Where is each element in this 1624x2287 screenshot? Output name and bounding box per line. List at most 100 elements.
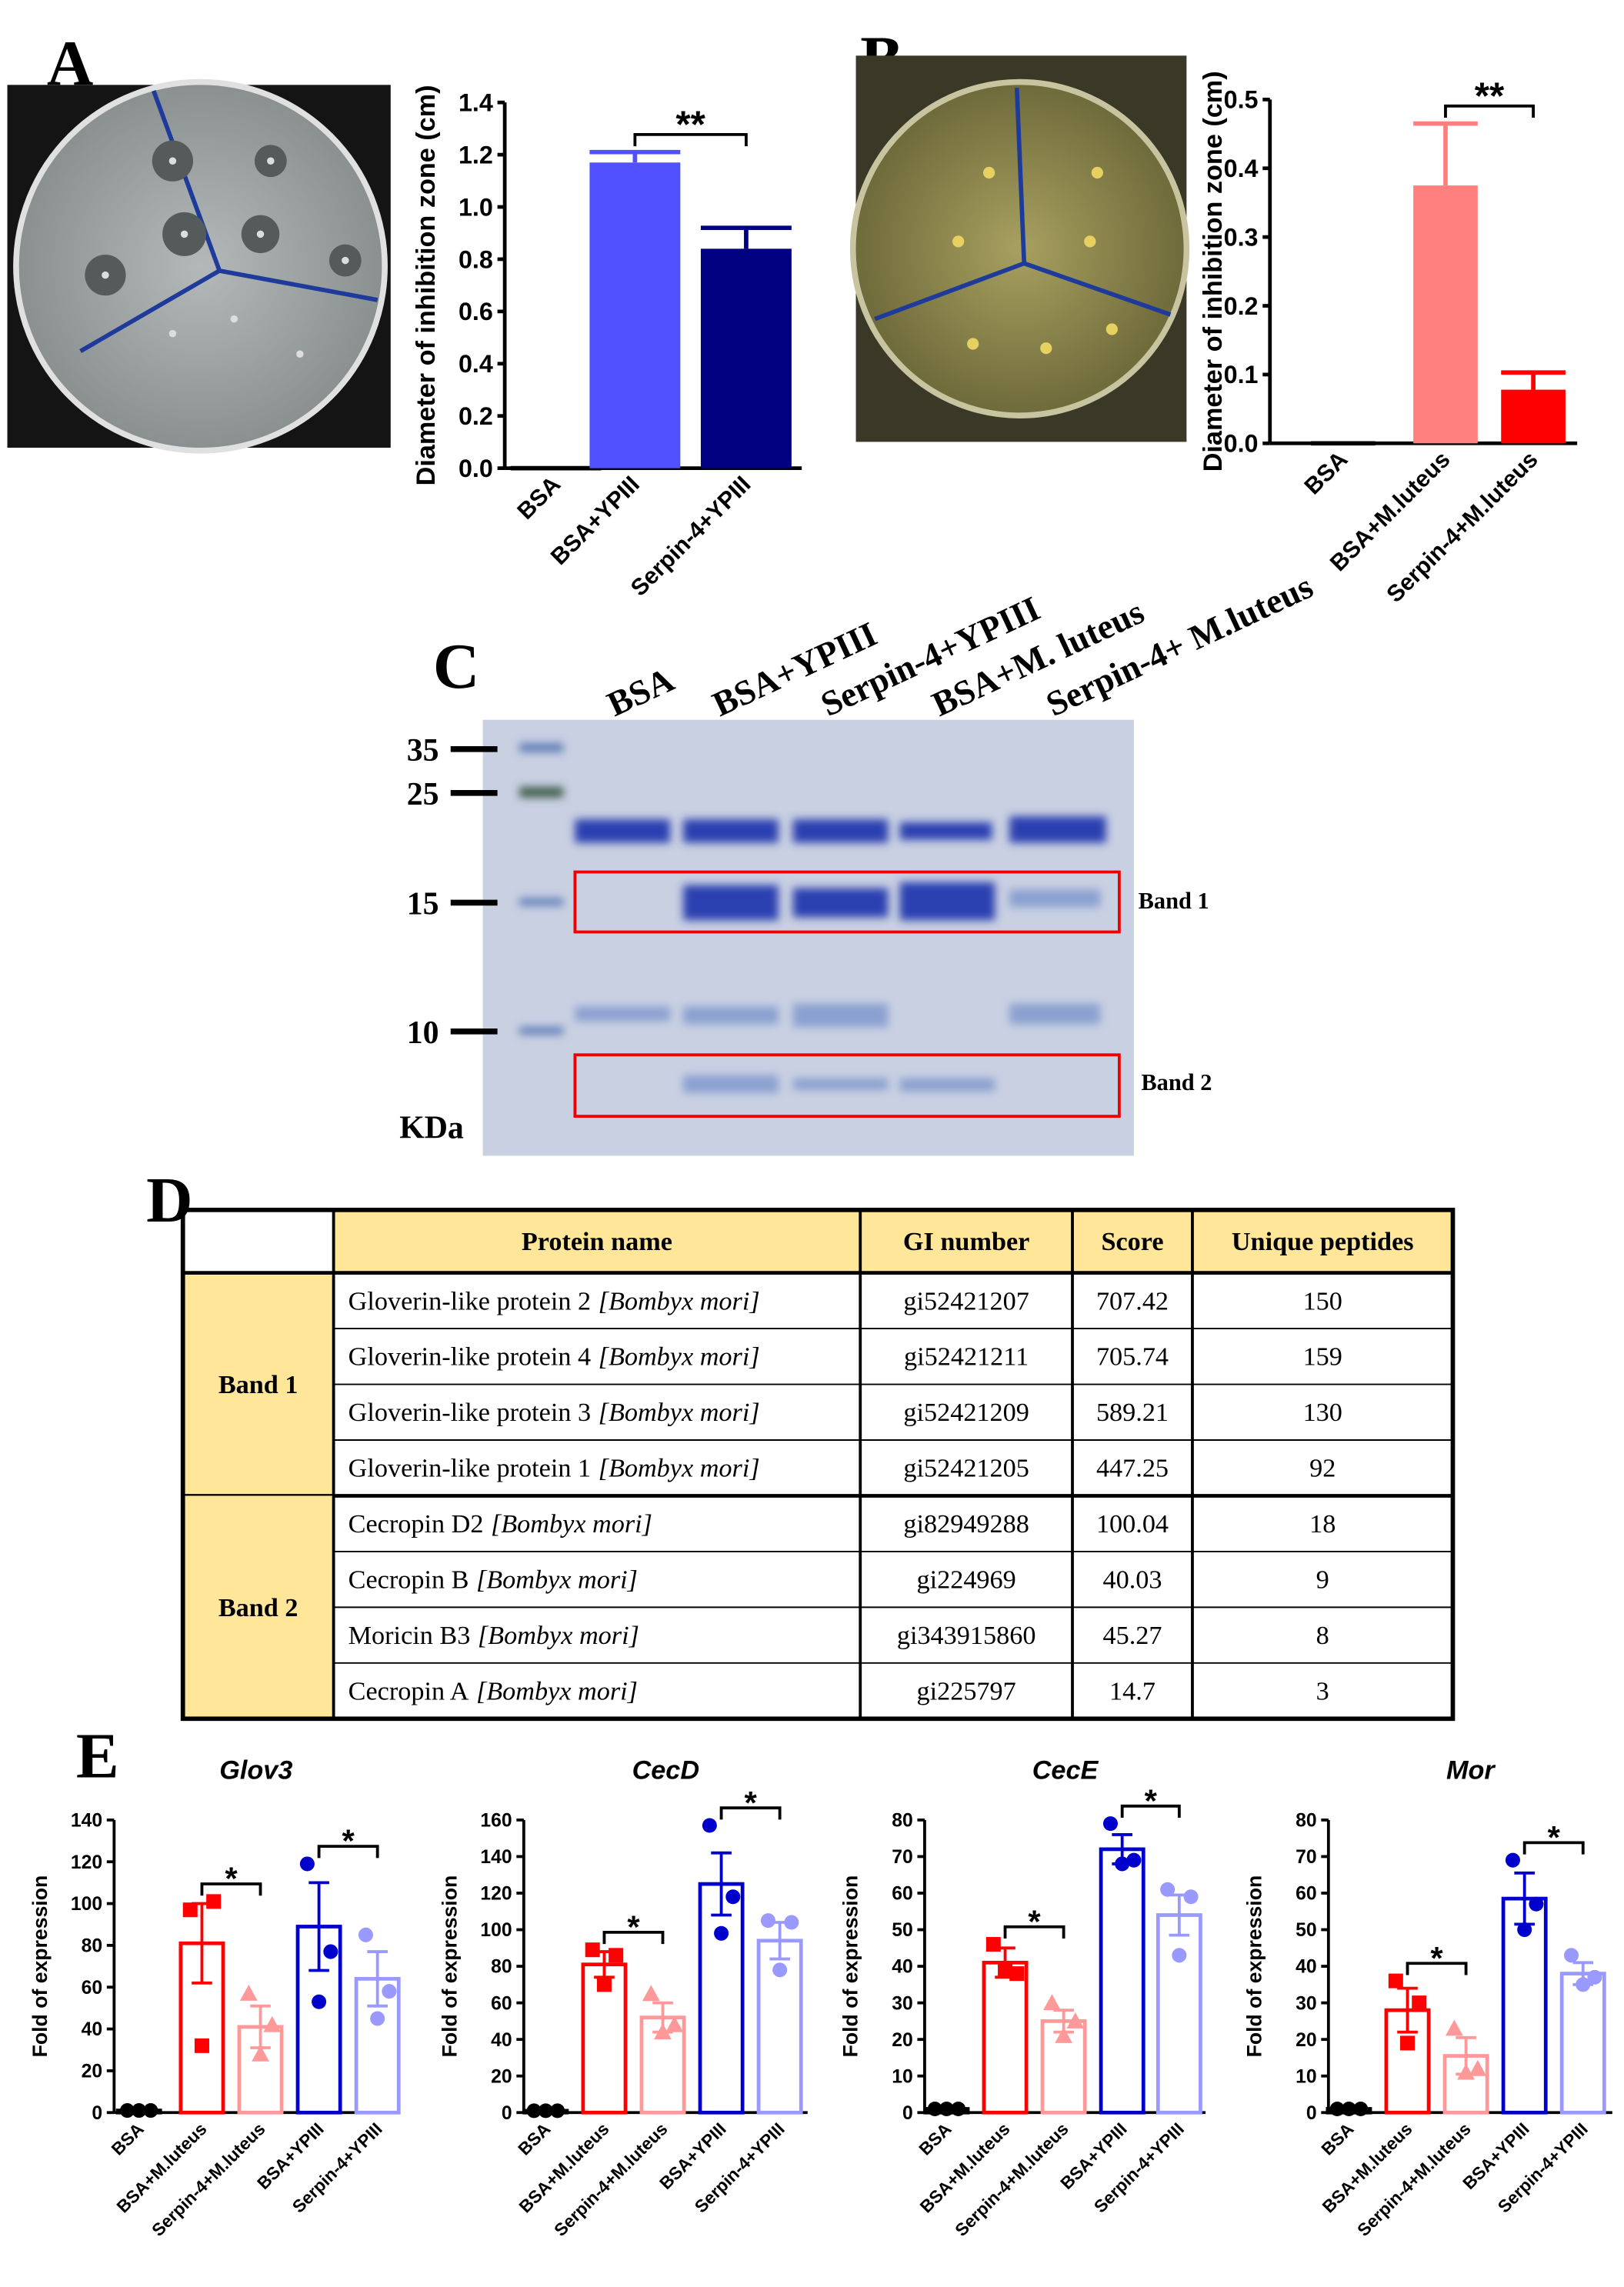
data-point [596, 1977, 612, 1992]
data-point [642, 1985, 660, 2002]
protein: Moricin B3 [348, 1621, 471, 1650]
data-point [119, 2103, 135, 2119]
y-tick-label: 0 [502, 2103, 512, 2124]
table-cell: 18 [1309, 1509, 1336, 1539]
y-tick-label: 0.2 [459, 402, 493, 430]
protein-name: Gloverin-like protein 2 [Bombyx mori] [348, 1286, 760, 1315]
data-point [1576, 1977, 1591, 1992]
marker-label: 25 [407, 777, 439, 812]
y-tick-label: 0.0 [1224, 430, 1259, 458]
y-tick-label: 80 [1296, 1811, 1317, 1832]
data-point [939, 2101, 954, 2117]
data-point [370, 2011, 385, 2026]
data-point [143, 2103, 158, 2119]
significance-label: ** [675, 104, 705, 146]
data-point [1587, 1969, 1602, 1985]
significance-label: * [1028, 1903, 1041, 1939]
data-point [714, 1925, 729, 1941]
protein: Cecropin A [348, 1676, 469, 1705]
significance-bracket [1522, 1841, 1585, 1855]
species: [Bombyx mori] [476, 1565, 638, 1595]
y-tick-label: 80 [892, 1811, 913, 1832]
data-point [760, 1913, 775, 1929]
table-cell: gi224969 [916, 1565, 1015, 1595]
chart-title: CecD [632, 1756, 700, 1785]
data-point [252, 2045, 269, 2062]
data-point [772, 1962, 788, 1978]
y-tick-label: 0.1 [1224, 361, 1259, 388]
table-header: GI number [903, 1227, 1029, 1256]
data-point [299, 1856, 315, 1872]
y-tick-label: 0.4 [459, 350, 493, 378]
protein-name: Gloverin-like protein 4 [Bombyx mori] [348, 1342, 760, 1372]
significance-label: ** [1475, 75, 1505, 118]
y-tick-label: 160 [480, 1811, 512, 1832]
y-tick-label: 100 [480, 1920, 512, 1941]
data-point [927, 2101, 942, 2117]
data-point [194, 2038, 209, 2053]
data-point [951, 2101, 966, 2117]
species: [Bombyx mori] [599, 1286, 760, 1315]
y-tick-label: 120 [71, 1852, 102, 1873]
table-cell: gi52421207 [903, 1286, 1029, 1315]
data-point [382, 1984, 397, 1999]
y-tick-label: 60 [491, 1993, 512, 2014]
protein-name: Cecropin A [Bombyx mori] [348, 1676, 638, 1705]
y-axis-label: Fold of expression [438, 1875, 461, 2058]
error-bar [1501, 370, 1566, 390]
y-tick-label: 1.0 [459, 193, 493, 221]
y-tick-label: 0 [1306, 2103, 1317, 2124]
error-bar [589, 149, 681, 163]
y-tick-label: 1.4 [459, 88, 493, 116]
y-tick-label: 70 [1296, 1847, 1317, 1868]
table-cell: 3 [1316, 1676, 1329, 1705]
bar [589, 162, 681, 468]
table-header-row [333, 1209, 1453, 1273]
table-cell: gi52421205 [903, 1454, 1029, 1483]
data-point [1055, 2026, 1073, 2043]
data-point [1353, 2101, 1369, 2117]
table-cell: 92 [1309, 1454, 1336, 1483]
y-tick-label: 40 [491, 2030, 512, 2051]
data-point [609, 1948, 624, 1963]
protein: Gloverin-like protein 4 [348, 1342, 592, 1372]
y-tick-label: 140 [480, 1847, 512, 1868]
y-axis-label: Fold of expression [839, 1875, 862, 2058]
y-tick-label: 30 [1296, 1993, 1317, 2014]
data-point [1066, 2012, 1085, 2029]
table-cell: gi343915860 [897, 1621, 1036, 1650]
y-tick-label: 60 [1296, 1884, 1317, 1905]
data-point [1329, 2101, 1345, 2117]
table-cell: gi52421211 [904, 1342, 1029, 1372]
error-bar [367, 1950, 388, 2008]
protein-name: Moricin B3 [Bombyx mori] [348, 1621, 639, 1650]
significance-bracket [1406, 1962, 1468, 1975]
data-point [1412, 1995, 1427, 2011]
y-tick-label: 10 [892, 2066, 913, 2087]
significance-bracket [719, 1806, 782, 1820]
y-tick-label: 0.6 [459, 298, 493, 325]
table-cell: 100.04 [1096, 1509, 1169, 1539]
significance-label: * [1548, 1819, 1561, 1855]
protein: Cecropin D2 [348, 1509, 484, 1539]
y-tick-label: 70 [892, 1847, 913, 1868]
y-tick-label: 60 [82, 1978, 103, 1999]
bar [1413, 185, 1478, 444]
protein-name: Gloverin-like protein 1 [Bombyx mori] [348, 1454, 760, 1483]
data-point [1469, 2059, 1487, 2076]
species: [Bombyx mori] [599, 1342, 760, 1372]
y-tick-label: 0.0 [459, 455, 493, 482]
plate-photo [7, 78, 391, 454]
data-point [1505, 1852, 1520, 1868]
species: [Bombyx mori] [599, 1454, 760, 1483]
y-tick-label: 0.4 [1224, 155, 1259, 182]
data-point [665, 2015, 684, 2032]
y-axis-label: Fold of expression [28, 1875, 52, 2058]
protein-name: Cecropin B [Bombyx mori] [348, 1565, 638, 1595]
table-cell: 159 [1303, 1342, 1342, 1372]
data-point [239, 1984, 258, 2001]
y-tick-label: 0.2 [1224, 292, 1259, 320]
protein: Gloverin-like protein 3 [348, 1398, 592, 1427]
data-point [1400, 2035, 1416, 2051]
gel-image [450, 719, 1134, 1156]
